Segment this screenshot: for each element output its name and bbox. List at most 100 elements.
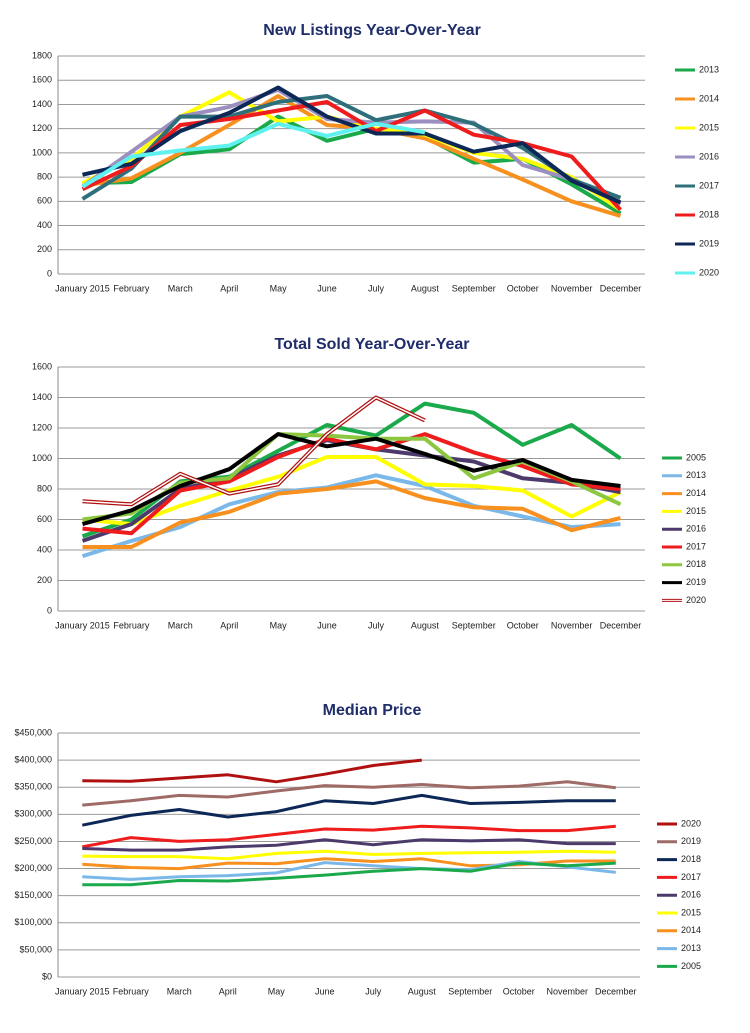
legend-label: 2018	[686, 559, 706, 569]
y-tick-label: $250,000	[14, 836, 52, 846]
chart-title: Total Sold Year-Over-Year	[274, 336, 469, 353]
legend-label: 2020	[686, 595, 706, 605]
x-tick-label: June	[315, 986, 335, 996]
x-tick-label: July	[365, 986, 382, 996]
x-tick-label: August	[411, 283, 440, 293]
x-tick-label: April	[219, 986, 237, 996]
x-tick-label: April	[220, 283, 238, 293]
series-line	[82, 780, 616, 807]
chart-title: Median Price	[323, 702, 422, 719]
legend-label: 2017	[699, 180, 719, 190]
x-tick-label: March	[168, 283, 193, 293]
y-tick-label: $50,000	[19, 944, 52, 954]
y-tick-label: 1600	[32, 75, 52, 85]
x-tick-label: February	[113, 283, 150, 293]
y-tick-label: $100,000	[14, 917, 52, 927]
legend-label: 2016	[699, 151, 719, 161]
y-tick-label: 800	[37, 483, 52, 493]
x-tick-label: January 2015	[55, 283, 110, 293]
y-tick-label: 200	[37, 244, 52, 254]
series-line	[82, 455, 622, 527]
x-tick-label: August	[408, 986, 437, 996]
y-tick-label: $200,000	[14, 863, 52, 873]
x-tick-label: September	[448, 986, 492, 996]
legend-label: 2005	[686, 452, 706, 462]
y-tick-label: 1600	[32, 361, 52, 371]
legend-label: 2016	[681, 890, 701, 900]
legend-label: 2020	[699, 267, 719, 277]
legend-label: 2013	[699, 64, 719, 74]
y-tick-label: 1000	[32, 453, 52, 463]
y-tick-label: 1000	[32, 147, 52, 157]
x-tick-label: June	[317, 620, 337, 630]
series-line	[82, 861, 616, 887]
y-tick-label: 0	[47, 605, 52, 615]
x-tick-label: May	[270, 620, 288, 630]
legend-label: 2020	[681, 818, 701, 828]
legend-label: 2014	[681, 925, 701, 935]
legend-label: 2019	[686, 577, 706, 587]
legend-label: 2013	[681, 943, 701, 953]
y-tick-label: 600	[37, 514, 52, 524]
series-line	[81, 432, 621, 527]
legend-label: 2018	[681, 854, 701, 864]
y-tick-label: $400,000	[14, 754, 52, 764]
series-line	[82, 838, 616, 852]
x-tick-label: December	[600, 283, 642, 293]
x-tick-label: October	[507, 283, 539, 293]
x-tick-label: December	[600, 620, 642, 630]
x-tick-label: January 2015	[55, 620, 110, 630]
series-line	[82, 793, 616, 827]
legend-label: 2015	[681, 907, 701, 917]
y-tick-label: $0	[42, 971, 52, 981]
series-line	[82, 479, 621, 549]
x-tick-label: May	[270, 283, 288, 293]
chart-title: New Listings Year-Over-Year	[263, 22, 481, 39]
y-tick-label: 200	[37, 575, 52, 585]
legend-label: 2019	[699, 238, 719, 248]
x-tick-label: April	[220, 620, 238, 630]
x-tick-label: June	[317, 283, 337, 293]
x-tick-label: March	[167, 986, 192, 996]
x-tick-label: September	[452, 283, 496, 293]
x-tick-label: July	[368, 620, 385, 630]
legend-label: 2014	[699, 93, 719, 103]
y-tick-label: $350,000	[14, 782, 52, 792]
legend-label: 2005	[681, 961, 701, 971]
x-tick-label: November	[551, 283, 593, 293]
y-tick-label: 0	[47, 268, 52, 278]
x-tick-label: May	[268, 986, 286, 996]
x-tick-label: October	[507, 620, 539, 630]
y-tick-label: 600	[37, 196, 52, 206]
x-tick-label: September	[452, 620, 496, 630]
legend-label: 2013	[686, 470, 706, 480]
y-tick-label: 1400	[32, 392, 52, 402]
series-line	[81, 100, 622, 212]
legend-label: 2017	[686, 541, 706, 551]
legend-label: 2018	[699, 209, 719, 219]
y-tick-label: $150,000	[14, 890, 52, 900]
legend-label: 2019	[681, 836, 701, 846]
legend-label: 2017	[681, 872, 701, 882]
x-tick-label: November	[551, 620, 593, 630]
x-tick-label: July	[368, 283, 385, 293]
series-line-inner	[82, 396, 426, 506]
y-tick-label: 1200	[32, 422, 52, 432]
series-line	[82, 85, 622, 205]
legend-label: 2015	[699, 122, 719, 132]
series-line	[81, 94, 622, 201]
y-tick-label: 400	[37, 544, 52, 554]
x-tick-label: February	[113, 986, 150, 996]
y-tick-label: 1400	[32, 99, 52, 109]
series-line	[82, 824, 616, 849]
y-tick-label: 800	[37, 171, 52, 181]
y-tick-label: 1800	[32, 50, 52, 60]
series-line	[82, 849, 616, 861]
x-tick-label: January 2015	[55, 986, 110, 996]
x-tick-label: October	[503, 986, 535, 996]
y-tick-label: $450,000	[14, 727, 52, 737]
series-line	[82, 758, 422, 784]
legend-label: 2014	[686, 488, 706, 498]
y-tick-label: $300,000	[14, 809, 52, 819]
